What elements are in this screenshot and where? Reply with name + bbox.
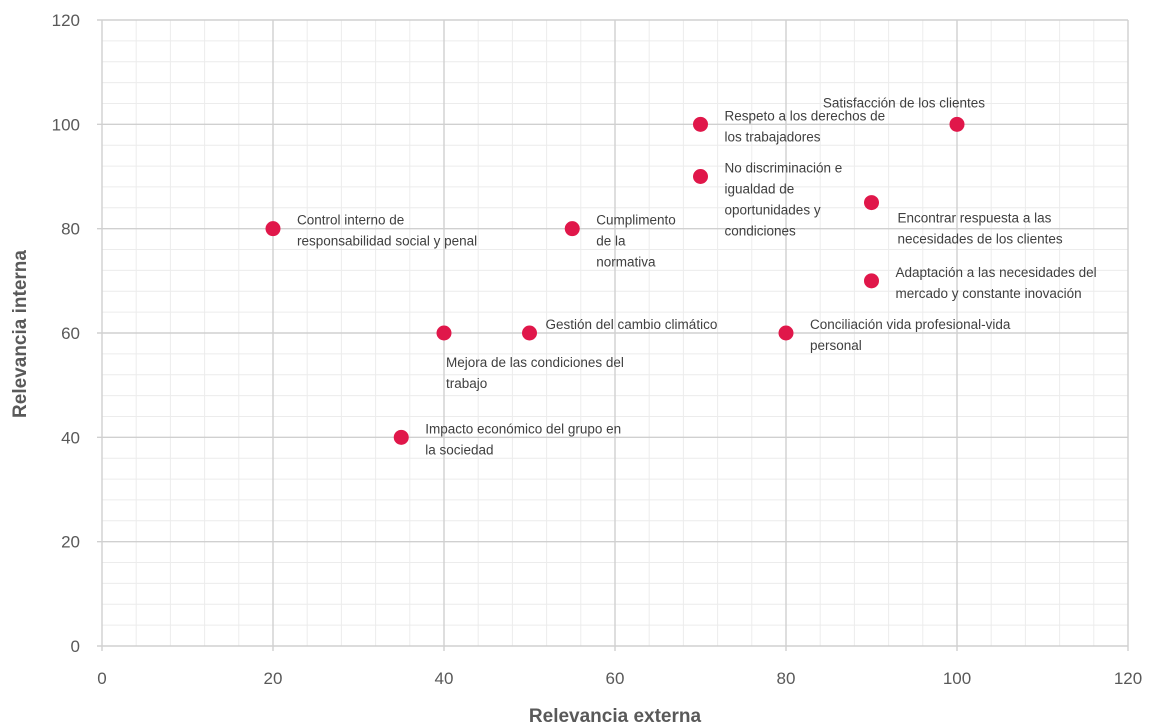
data-label-line: Encontrar respuesta a las — [898, 211, 1052, 226]
data-label: Conciliación vida profesional-vida person… — [810, 317, 1011, 353]
data-label-line: Adaptación a las necesidades del — [896, 265, 1097, 280]
y-tick-label: 80 — [61, 220, 80, 239]
data-label-line: trabajo — [446, 376, 487, 391]
data-label: Impacto económico del grupo en la socieda… — [425, 421, 621, 457]
data-label-line: los trabajadores — [725, 129, 821, 144]
x-tick-label: 120 — [1114, 669, 1142, 688]
data-label-line: oportunidades y — [725, 203, 821, 218]
data-label-line: la sociedad — [425, 442, 493, 457]
data-label-line: Control interno de — [297, 213, 404, 228]
data-label-line: normativa — [596, 255, 656, 270]
data-label: Respeto a los derechos de los trabajadore… — [725, 108, 886, 144]
data-label-line: responsabilidad social y penal — [297, 234, 477, 249]
data-point — [393, 429, 409, 445]
data-label-line: Mejora de las condiciones del — [446, 355, 624, 370]
data-label: Control interno de responsabilidad social… — [297, 213, 477, 249]
data-label: Mejora de las condiciones del trabajo — [446, 355, 624, 391]
y-tick-label: 100 — [52, 115, 80, 134]
data-point — [778, 325, 794, 341]
y-tick-label: 120 — [52, 11, 80, 30]
data-label: Encontrar respuesta a las necesidades de … — [898, 211, 1063, 247]
data-point — [864, 273, 879, 289]
y-tick-label: 20 — [61, 533, 80, 552]
data-point — [265, 221, 281, 237]
x-axis-title: Relevancia externa — [529, 706, 702, 727]
data-label-line: personal — [810, 338, 862, 353]
x-tick-label: 20 — [264, 669, 283, 688]
data-label-line: Cumplimento — [596, 213, 676, 228]
data-label: Cumplimento de la normativa — [596, 213, 676, 270]
data-point — [949, 116, 965, 132]
data-label-line: Gestión del cambio climático — [546, 317, 718, 332]
x-tick-label: 80 — [777, 669, 796, 688]
data-label-line: necesidades de los clientes — [898, 232, 1063, 247]
x-tick-label: 60 — [606, 669, 625, 688]
data-point — [436, 325, 452, 341]
y-tick-label: 0 — [71, 637, 80, 656]
y-axis-title: Relevancia interna — [10, 250, 31, 418]
data-labels: Control interno de responsabilidad social… — [297, 95, 1097, 457]
x-tick-label: 100 — [943, 669, 971, 688]
data-label-line: Respeto a los derechos de — [725, 108, 886, 123]
data-label-line: Conciliación vida profesional-vida — [810, 317, 1011, 332]
y-tick-label: 60 — [61, 324, 80, 343]
y-axis-ticks: 0 20 40 60 80 100 120 — [52, 11, 80, 656]
data-points — [265, 116, 965, 445]
x-axis-ticks: 0 20 40 60 80 100 120 — [97, 669, 1142, 688]
data-point — [693, 116, 708, 132]
data-label-line: condiciones — [725, 224, 797, 239]
data-label-line: No discriminación e — [725, 161, 843, 176]
data-label-line: Impacto económico del grupo en — [425, 421, 621, 436]
x-tick-label: 0 — [97, 669, 106, 688]
y-tick-label: 40 — [61, 428, 80, 447]
data-label-line: igualdad de — [725, 182, 795, 197]
data-label-line: mercado y constante inovación — [896, 286, 1082, 301]
data-point — [864, 195, 879, 211]
data-point — [564, 221, 580, 237]
x-tick-label: 40 — [435, 669, 454, 688]
data-label: Satisfacción de los clientes — [823, 95, 985, 110]
data-label: Gestión del cambio climático — [546, 317, 718, 332]
data-label: Adaptación a las necesidades del mercado … — [896, 265, 1097, 301]
data-label-line: de la — [596, 234, 626, 249]
data-point — [522, 325, 537, 341]
data-point — [693, 169, 708, 184]
data-label: No discriminación e igualdad de oportunida… — [725, 161, 843, 239]
major-grid — [97, 19, 1129, 651]
data-label-line: Satisfacción de los clientes — [823, 95, 985, 110]
